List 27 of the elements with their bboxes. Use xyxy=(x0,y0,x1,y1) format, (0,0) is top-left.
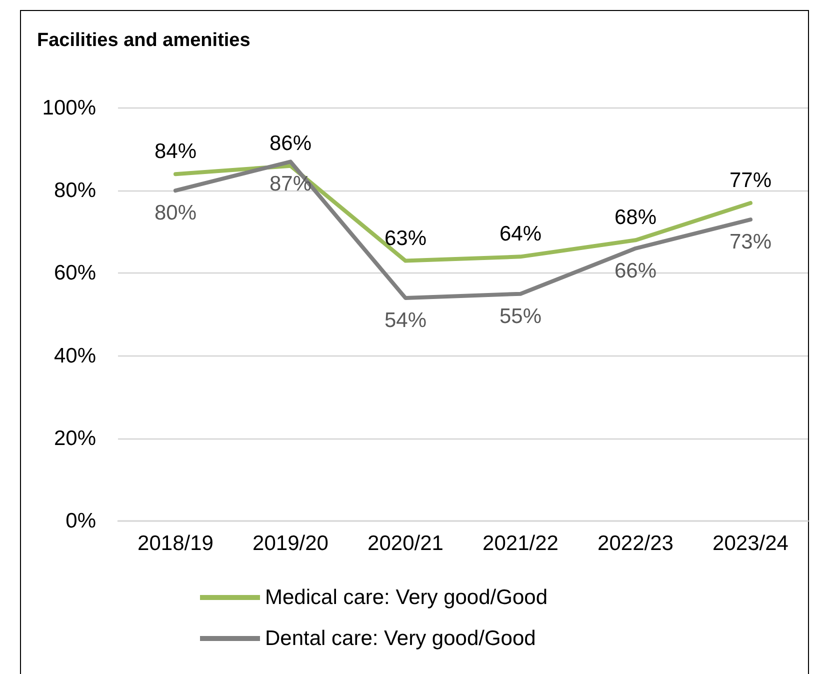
data-label: 64% xyxy=(499,222,542,246)
data-label: 66% xyxy=(614,259,657,282)
data-label: 77% xyxy=(729,168,772,192)
data-label: 84% xyxy=(154,140,197,164)
x-tick-label: 2023/24 xyxy=(712,532,789,555)
y-tick-label: 20% xyxy=(54,426,96,450)
data-label: 68% xyxy=(614,206,657,230)
data-label: 54% xyxy=(384,308,427,332)
x-tick-label: 2021/22 xyxy=(482,532,558,555)
x-tick-label: 2020/21 xyxy=(368,532,444,555)
y-tick-label: 60% xyxy=(54,262,96,285)
y-tick-label: 0% xyxy=(66,510,96,532)
legend-label: Dental care: Very good/Good xyxy=(265,627,536,650)
chart-title: Facilities and amenities xyxy=(37,30,250,51)
data-label: 63% xyxy=(384,226,427,250)
x-tick-label: 2022/23 xyxy=(598,532,674,555)
data-label: 73% xyxy=(729,230,772,254)
legend-label: Medical care: Very good/Good xyxy=(265,586,548,609)
x-tick-label: 2018/19 xyxy=(138,532,214,555)
data-label: 80% xyxy=(154,202,197,225)
data-label: 87% xyxy=(269,172,312,196)
y-tick-label: 100% xyxy=(42,96,96,120)
y-tick-label: 40% xyxy=(54,344,96,368)
data-label: 55% xyxy=(499,304,542,328)
y-tick-label: 80% xyxy=(54,179,96,202)
data-label: 86% xyxy=(269,132,312,155)
x-tick-label: 2019/20 xyxy=(252,532,328,555)
